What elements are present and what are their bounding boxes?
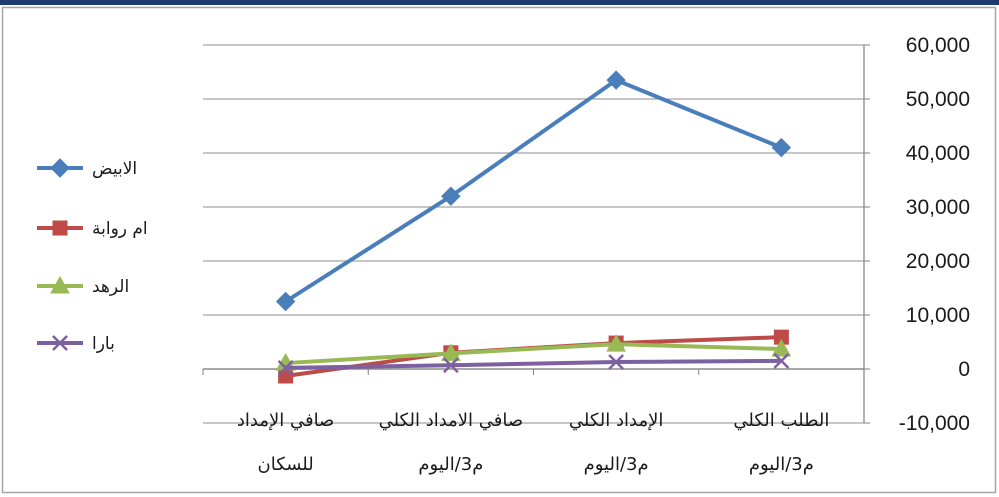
x-tick-label-line: الطلب الكلي	[733, 410, 829, 431]
series-line	[285, 342, 782, 366]
axis-layer: 60,000 50,000 40,000 30,000 20,000 10,000 0 -10…	[202, 34, 970, 475]
series-line	[285, 358, 782, 370]
legend-item: بارا	[37, 334, 115, 354]
x-tick-label: صافي الإمداد للسكان	[237, 410, 334, 475]
legend-marker	[50, 275, 70, 294]
legend-marker	[52, 335, 68, 351]
chart-frame	[1, 6, 997, 494]
x-tick-label-line: م3/اليوم	[418, 454, 483, 475]
series-layer	[275, 70, 792, 384]
legend-item: ام روابة	[37, 219, 148, 239]
y-tick-label: -10,000	[899, 412, 970, 435]
x-tick-label: الطلب الكلي م3/اليوم	[733, 410, 829, 475]
series-3	[277, 353, 790, 376]
legend-marker	[50, 158, 70, 178]
x-tick-label-line: صافي الامداد الكلي	[379, 410, 524, 431]
data-point	[442, 357, 459, 374]
y-tick-label: 0	[958, 358, 970, 381]
x-marker-stroke	[442, 357, 459, 374]
series-0	[275, 70, 792, 312]
data-point	[277, 360, 294, 376]
data-point	[773, 353, 790, 369]
top-border	[0, 0, 999, 5]
data-point	[771, 339, 792, 357]
series-line	[284, 78, 783, 304]
data-point	[606, 334, 626, 352]
x-tick-label-line: صافي الإمداد	[237, 410, 334, 431]
data-point	[275, 291, 296, 312]
data-point	[606, 70, 626, 90]
y-tick-label: 40,000	[906, 142, 970, 165]
x-marker-stroke	[52, 335, 68, 351]
data-point	[441, 186, 461, 206]
legend-label: الرهد	[92, 277, 129, 297]
legend-marker	[52, 220, 68, 236]
x-marker-stroke	[608, 354, 625, 370]
legend-item: الابيض	[37, 158, 137, 179]
legend-label: ام روابة	[92, 219, 148, 239]
x-marker-stroke	[773, 353, 790, 369]
x-tick-label: صافي الامداد الكلي م3/اليوم	[379, 410, 524, 475]
y-tick-label: 20,000	[906, 250, 970, 273]
y-tick-label: 60,000	[906, 34, 970, 57]
y-tick-label: 50,000	[906, 88, 970, 111]
x-tick-label-line: م3/اليوم	[749, 454, 814, 475]
legend-label: الابيض	[92, 159, 137, 179]
data-point	[771, 137, 792, 158]
data-point	[441, 343, 461, 361]
x-tick-label-line: الإمداد الكلي	[569, 410, 663, 431]
grid-layer	[203, 44, 864, 424]
legend: الابيض ام روابة الرهد بارا	[37, 158, 148, 354]
data-point	[608, 354, 625, 370]
x-marker-stroke	[277, 360, 294, 376]
x-tick-label-line: للسكان	[258, 454, 314, 475]
y-tick-label: 30,000	[906, 196, 970, 219]
x-tick-label: الإمداد الكلي م3/اليوم	[569, 410, 663, 475]
x-tick-label-line: م3/اليوم	[584, 454, 649, 475]
y-tick-label: 10,000	[906, 304, 970, 327]
legend-item: الرهد	[37, 275, 129, 297]
legend-label: بارا	[92, 334, 115, 354]
